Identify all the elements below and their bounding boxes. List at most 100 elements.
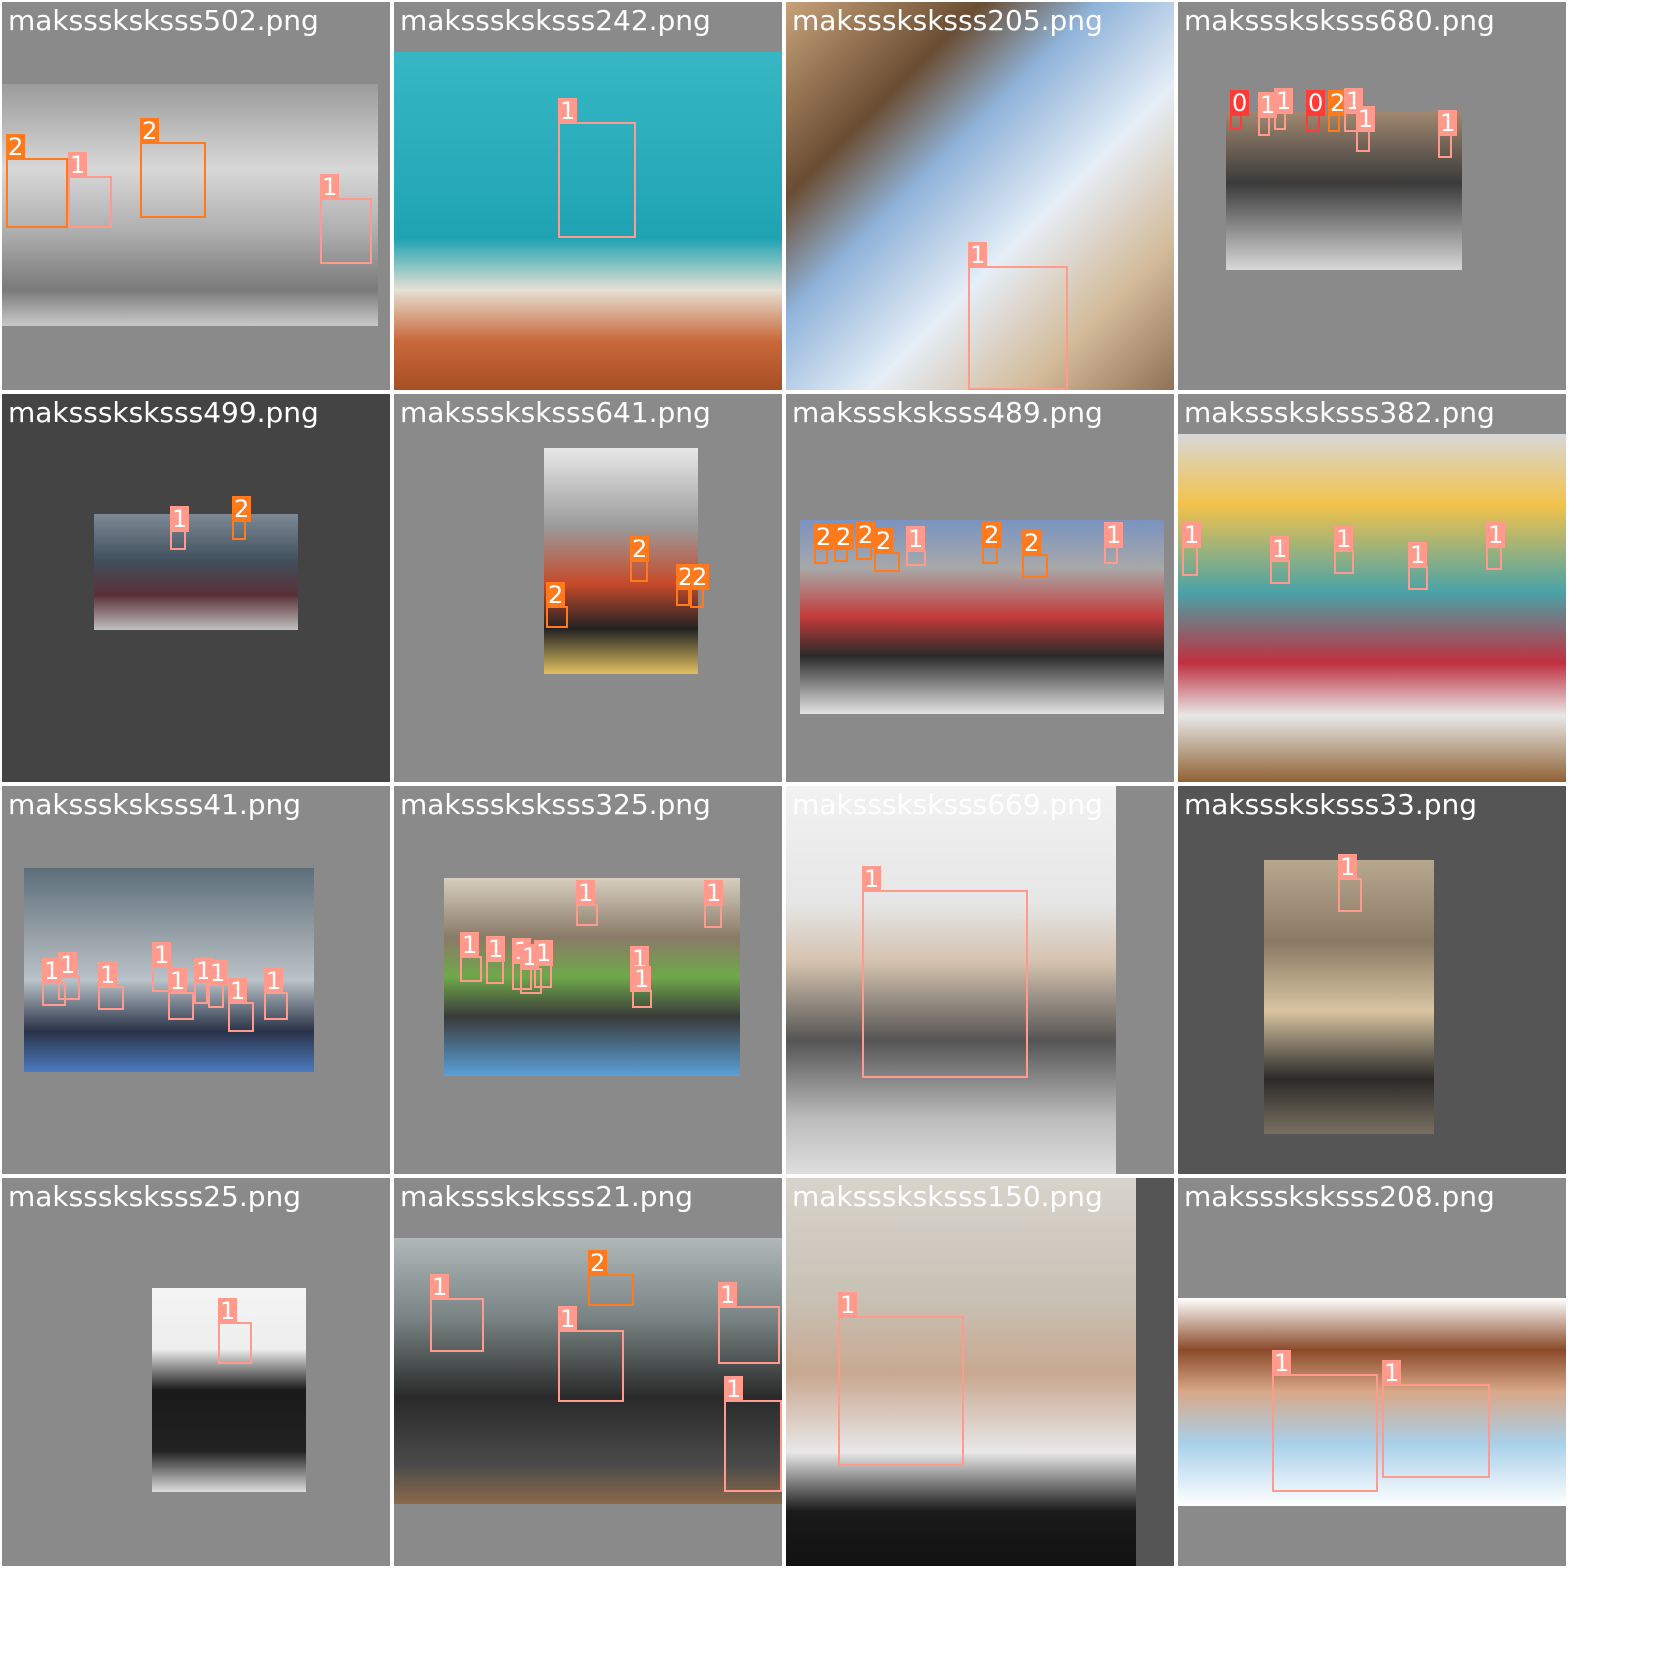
class-label: 2 bbox=[874, 527, 894, 555]
class-label: 1 bbox=[486, 935, 506, 963]
detection-box: 1 bbox=[718, 1282, 780, 1364]
class-label: 1 bbox=[98, 961, 118, 989]
detection-box: 1 bbox=[42, 958, 66, 1006]
detection-box: 1 bbox=[1274, 88, 1294, 130]
tile-641[interactable]: 2 2 2 2 maksssksksss641.png bbox=[394, 394, 782, 782]
image-filename-caption: maksssksksss33.png bbox=[1184, 788, 1478, 821]
tile-208[interactable]: 1 1 maksssksksss208.png bbox=[1178, 1178, 1566, 1566]
image-filename-caption: maksssksksss25.png bbox=[8, 1180, 302, 1213]
detection-box: 1 bbox=[558, 1306, 624, 1402]
detection-box: 1 bbox=[632, 966, 652, 1008]
tile-photo bbox=[786, 786, 1116, 1174]
class-label: 2 bbox=[1022, 529, 1042, 557]
tile-325[interactable]: 111111111maksssksksss325.png bbox=[394, 786, 782, 1174]
tile-photo bbox=[2, 84, 378, 326]
detection-box: 2 bbox=[676, 564, 696, 606]
detection-box: 1 bbox=[838, 1292, 964, 1466]
class-label: 1 bbox=[1272, 1349, 1292, 1377]
detection-box: 1 bbox=[724, 1376, 782, 1492]
detection-box: 1 bbox=[1486, 522, 1506, 570]
class-label: 1 bbox=[1486, 521, 1506, 549]
class-label: 1 bbox=[460, 931, 480, 959]
tile-33[interactable]: 1 maksssksksss33.png bbox=[1178, 786, 1566, 1174]
tile-382[interactable]: 1 1 1 1 1 maksssksksss382.png bbox=[1178, 394, 1566, 782]
detection-box: 1 bbox=[264, 968, 288, 1020]
class-label: 1 bbox=[42, 957, 62, 985]
class-label: 1 bbox=[838, 1291, 858, 1319]
tile-502[interactable]: 2 1 2 1 maksssksksss502.png bbox=[2, 2, 390, 390]
detection-box: 1 bbox=[68, 152, 112, 228]
class-label: 2 bbox=[856, 521, 876, 549]
detection-box: 2 bbox=[856, 522, 876, 560]
class-label: 1 bbox=[208, 959, 228, 987]
class-label: 1 bbox=[906, 525, 926, 553]
class-label: 1 bbox=[1334, 525, 1354, 553]
class-label: 1 bbox=[576, 879, 596, 907]
detection-box: 0 bbox=[1306, 90, 1326, 132]
tile-489[interactable]: 2 2 2 2 1 2 2 1 maksssksksss489.png bbox=[786, 394, 1174, 782]
tile-21[interactable]: 1 2 1 1 1 maksssksksss21.png bbox=[394, 1178, 782, 1566]
class-label: 0 bbox=[1230, 89, 1250, 117]
tile-25[interactable]: 1 maksssksksss25.png bbox=[2, 1178, 390, 1566]
class-label: 1 bbox=[632, 965, 652, 993]
detection-box: 1 bbox=[430, 1274, 484, 1352]
image-filename-caption: maksssksksss21.png bbox=[400, 1180, 694, 1213]
tile-499[interactable]: 1 2 maksssksksss499.png bbox=[2, 394, 390, 782]
class-label: 1 bbox=[1258, 91, 1278, 119]
tile-photo bbox=[444, 878, 740, 1076]
class-label: 1 bbox=[1408, 541, 1428, 569]
detection-box: 2 bbox=[834, 524, 854, 562]
class-label: 1 bbox=[558, 97, 578, 125]
class-label: 2 bbox=[546, 581, 566, 609]
tile-242[interactable]: 1 maksssksksss242.png bbox=[394, 2, 782, 390]
detection-box: 2 bbox=[232, 496, 252, 540]
detection-box: 2 bbox=[6, 134, 68, 228]
detection-box: 1 bbox=[218, 1298, 252, 1364]
detection-box: 2 bbox=[874, 528, 900, 572]
tile-photo bbox=[1178, 1298, 1566, 1506]
image-filename-caption: maksssksksss325.png bbox=[400, 788, 711, 821]
class-label: 2 bbox=[588, 1249, 608, 1277]
detection-box: 1 bbox=[704, 880, 724, 928]
class-label: 2 bbox=[814, 523, 834, 551]
image-filename-caption: maksssksksss680.png bbox=[1184, 4, 1495, 37]
detection-box: 1 bbox=[228, 978, 254, 1032]
class-label: 1 bbox=[724, 1375, 744, 1403]
tile-680[interactable]: 0 1 1 0 2 1 1 1 maksssksksss680.png bbox=[1178, 2, 1566, 390]
class-label: 2 bbox=[982, 521, 1002, 549]
tile-205[interactable]: 1 maksssksksss205.png bbox=[786, 2, 1174, 390]
detection-box: 1 bbox=[1356, 106, 1376, 152]
image-filename-caption: maksssksksss150.png bbox=[792, 1180, 1103, 1213]
class-label: 2 bbox=[834, 523, 854, 551]
class-label: 1 bbox=[58, 951, 78, 979]
class-label: 1 bbox=[718, 1281, 738, 1309]
tile-150[interactable]: 1 maksssksksss150.png bbox=[786, 1178, 1174, 1566]
class-label: 1 bbox=[558, 1305, 578, 1333]
class-label: 1 bbox=[1274, 87, 1294, 115]
detection-box: 2 bbox=[546, 582, 568, 628]
class-label: 1 bbox=[264, 967, 284, 995]
detection-box: 2 bbox=[814, 524, 834, 564]
image-filename-caption: maksssksksss208.png bbox=[1184, 1180, 1495, 1213]
detection-box: 1 bbox=[168, 968, 194, 1020]
detection-box: 1 bbox=[1334, 526, 1354, 574]
tile-photo bbox=[786, 1178, 1136, 1566]
detection-box: 2 bbox=[140, 118, 206, 218]
detection-box: 1 bbox=[534, 940, 554, 988]
class-label: 0 bbox=[1306, 89, 1326, 117]
detection-box: 2 bbox=[982, 522, 1002, 564]
tile-41[interactable]: 1 1 1 1 1 1 1 1 1 maksssksksss41.png bbox=[2, 786, 390, 1174]
tile-photo bbox=[94, 514, 298, 630]
class-label: 1 bbox=[862, 865, 882, 893]
detection-box: 1 bbox=[1104, 522, 1124, 564]
tile-669[interactable]: 1 maksssksksss669.png bbox=[786, 786, 1174, 1174]
class-label: 2 bbox=[1328, 89, 1348, 117]
image-filename-caption: maksssksksss499.png bbox=[8, 396, 319, 429]
class-label: 1 bbox=[430, 1273, 450, 1301]
class-label: 1 bbox=[1104, 521, 1124, 549]
detection-box: 2 bbox=[1022, 530, 1048, 578]
class-label: 1 bbox=[218, 1297, 238, 1325]
tile-photo bbox=[394, 52, 782, 390]
class-label: 1 bbox=[152, 941, 172, 969]
detection-box: 1 bbox=[968, 242, 1068, 390]
